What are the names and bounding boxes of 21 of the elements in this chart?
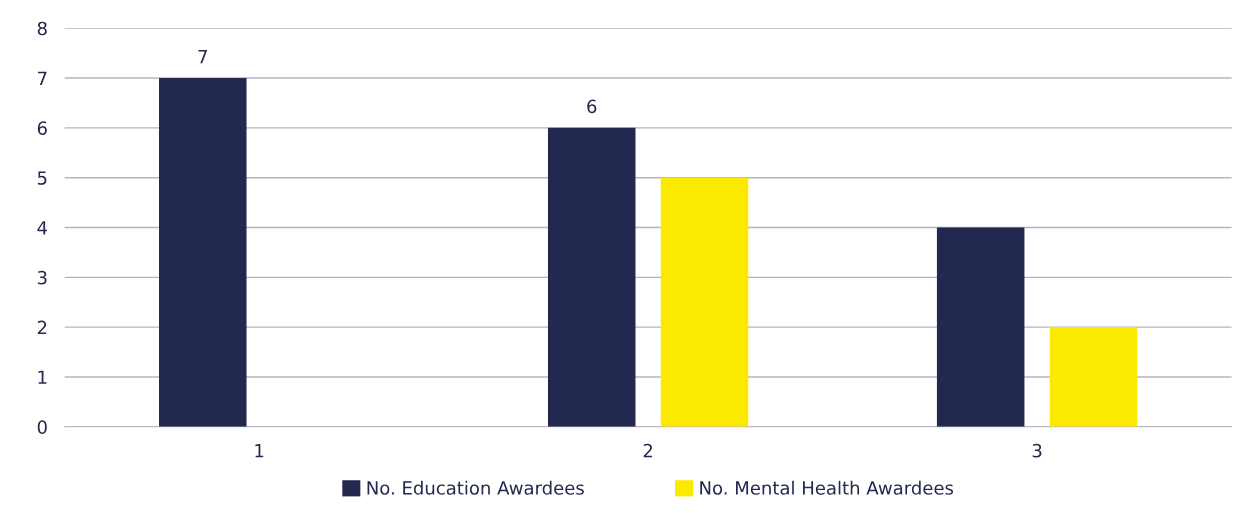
y-tick-label: 7	[38, 71, 47, 85]
bar	[547, 127, 636, 427]
data-label: 6	[587, 99, 597, 114]
data-label: 7	[198, 50, 207, 64]
y-tick-label: 5	[37, 171, 47, 185]
x-tick-label: 2	[643, 443, 653, 458]
y-tick-label: 3	[37, 270, 47, 285]
legend-label: No. Mental Health Awardees	[700, 480, 954, 495]
y-tick-label: 1	[38, 370, 47, 384]
x-tick-label: 3	[1032, 443, 1042, 458]
bar	[159, 78, 247, 427]
y-tick-label: 0	[37, 420, 47, 434]
bar	[660, 177, 749, 427]
legend-label: No. Education Awardees	[367, 480, 584, 495]
bar	[936, 227, 1025, 427]
y-tick-label: 4	[37, 221, 48, 235]
x-tick-label: 1	[255, 444, 264, 458]
y-tick-label: 2	[37, 320, 47, 335]
y-tick-label: 6	[37, 121, 47, 135]
y-tick-label: 8	[37, 21, 47, 36]
bar	[1049, 327, 1138, 427]
